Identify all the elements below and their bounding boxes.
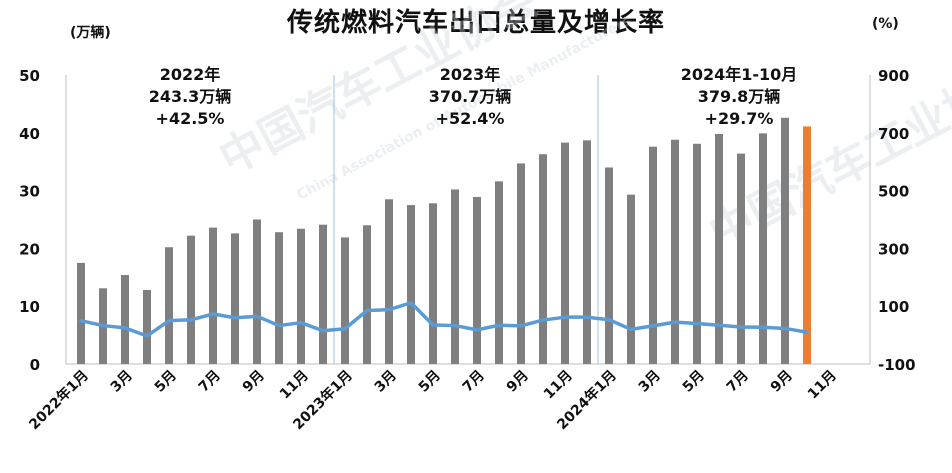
bar — [77, 262, 85, 364]
annotation-year: 2022年 — [160, 65, 221, 84]
bar — [209, 227, 217, 364]
annotation-growth: +29.7% — [705, 109, 774, 128]
bar — [495, 181, 503, 364]
bar — [231, 233, 239, 364]
x-tick-label: 7月 — [460, 368, 488, 396]
annotation-growth: +42.5% — [156, 109, 225, 128]
annotation-total: 370.7万辆 — [429, 87, 512, 106]
bar — [407, 205, 415, 364]
x-tick-label: 11月 — [541, 368, 576, 403]
x-tick-label: 9月 — [240, 368, 268, 396]
bar — [253, 219, 261, 364]
bar — [715, 133, 723, 364]
annotation-growth: +52.4% — [436, 109, 505, 128]
x-tick-label: 9月 — [504, 368, 532, 396]
y-tick-label: 10 — [19, 298, 40, 316]
bar — [473, 196, 481, 364]
y2-tick-label: -100 — [878, 356, 916, 374]
bar — [187, 235, 195, 364]
right-axis-unit: (%) — [872, 16, 899, 32]
x-tick-label: 5月 — [416, 368, 444, 396]
bar — [297, 228, 305, 364]
y-tick-label: 20 — [19, 240, 40, 258]
annotation-year: 2024年1-10月 — [681, 65, 798, 84]
bar — [121, 274, 129, 364]
y2-tick-label: 300 — [878, 240, 909, 258]
bar — [759, 133, 767, 364]
bar — [693, 143, 701, 364]
bar — [737, 153, 745, 364]
x-tick-label: 7月 — [196, 368, 224, 396]
bar — [649, 146, 657, 364]
bar — [781, 117, 789, 364]
bar — [605, 167, 613, 364]
left-axis-unit: (万辆) — [70, 25, 111, 41]
x-tick-label: 9月 — [768, 368, 796, 396]
growth-rate-line — [79, 300, 809, 338]
bar — [385, 199, 393, 364]
bar — [803, 126, 811, 364]
bar — [429, 203, 437, 364]
y-tick-label: 0 — [30, 356, 40, 374]
bar — [319, 224, 327, 364]
bar — [671, 139, 679, 364]
chart-title: 传统燃料汽车出口总量及增长率 — [286, 8, 665, 38]
y-tick-label: 30 — [19, 183, 40, 201]
y2-tick-label: 900 — [878, 67, 909, 85]
x-tick-label: 5月 — [680, 368, 708, 396]
bar — [341, 237, 349, 364]
x-tick-label: 3月 — [636, 368, 664, 396]
y2-tick-label: 700 — [878, 125, 909, 143]
x-tick-label: 3月 — [372, 368, 400, 396]
annotation-total: 243.3万辆 — [149, 87, 232, 106]
annotation-year: 2023年 — [440, 65, 501, 84]
y2-tick-label: 500 — [878, 183, 909, 201]
x-tick-label: 3月 — [108, 368, 136, 396]
x-tick-label: 11月 — [277, 368, 312, 403]
x-tick-label: 5月 — [152, 368, 180, 396]
y2-tick-label: 100 — [878, 298, 909, 316]
bar — [583, 140, 591, 364]
bar — [539, 154, 547, 364]
x-tick-label: 2022年1月 — [26, 367, 92, 433]
annotation-total: 379.8万辆 — [698, 87, 781, 106]
bar — [517, 163, 525, 364]
x-tick-label: 11月 — [805, 368, 840, 403]
bar — [451, 189, 459, 364]
bar — [363, 225, 371, 364]
bar — [165, 247, 173, 364]
bar — [275, 232, 283, 364]
y-tick-label: 40 — [19, 125, 40, 143]
y-tick-label: 50 — [19, 67, 40, 85]
bar — [143, 290, 151, 364]
x-tick-label: 7月 — [724, 368, 752, 396]
bar — [561, 142, 569, 364]
bar — [627, 194, 635, 364]
